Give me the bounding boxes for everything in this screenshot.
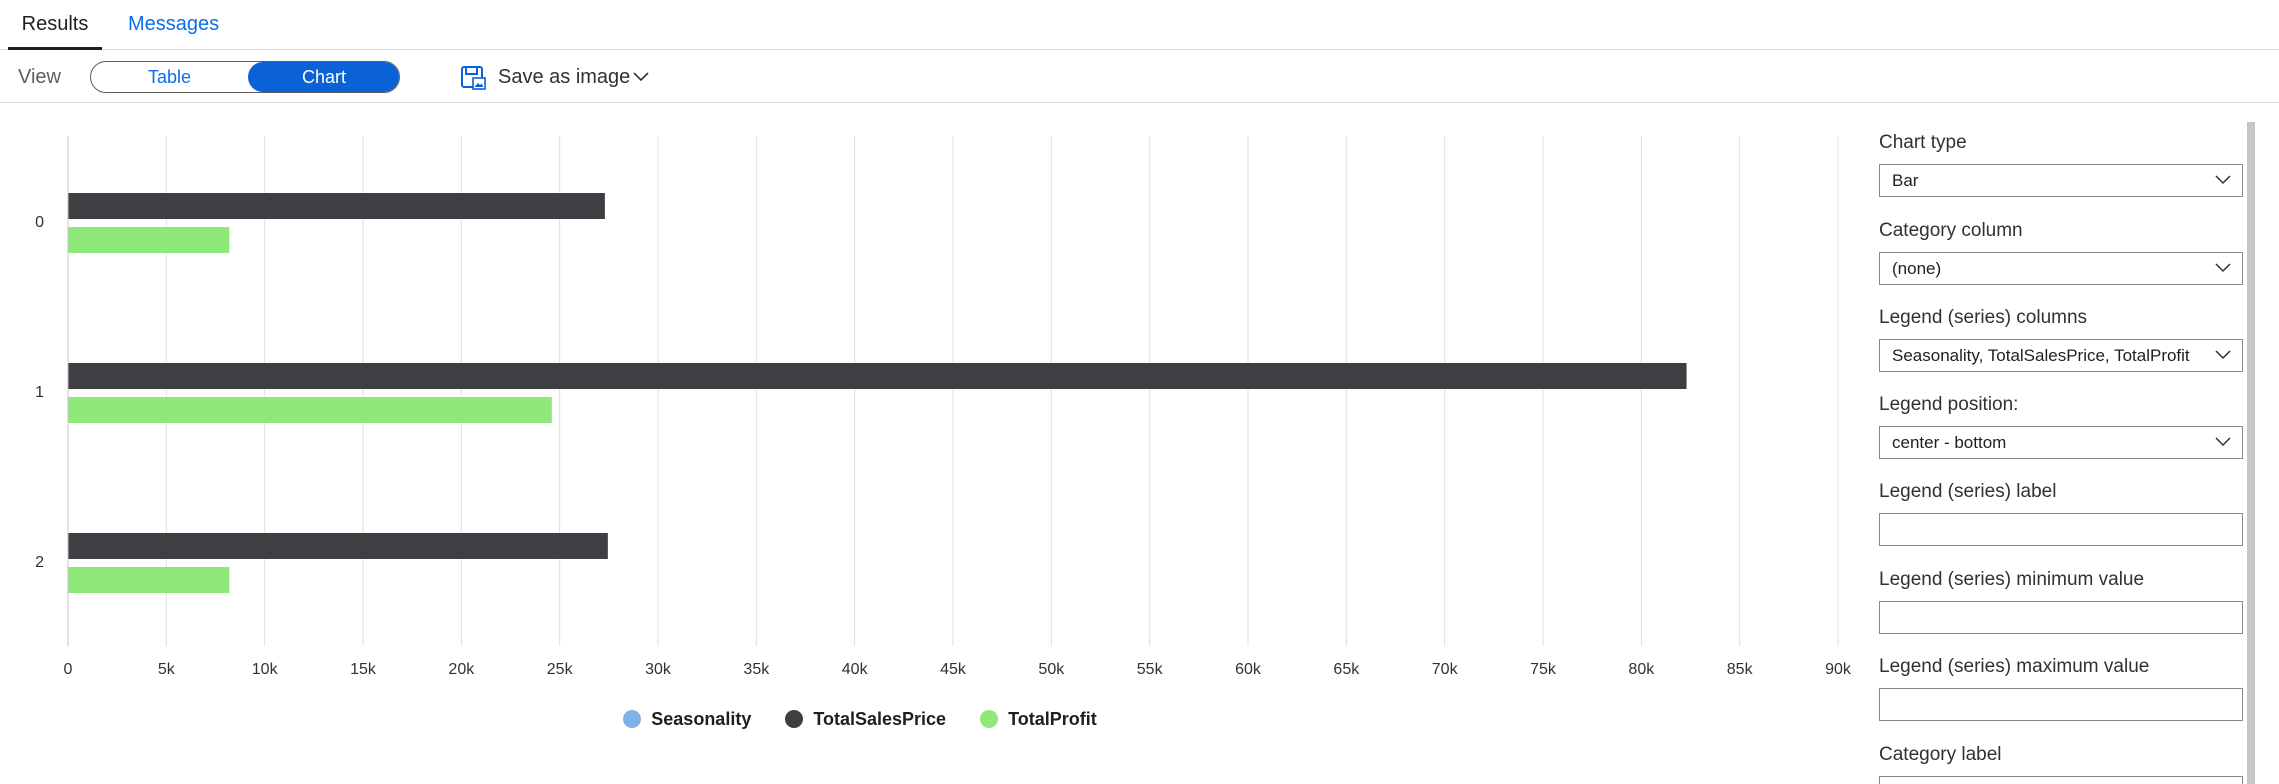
category-column-value: (none)	[1892, 259, 1942, 278]
chart-type-label: Chart type	[1879, 132, 1967, 153]
legend-position-value: center - bottom	[1892, 433, 2007, 452]
legend-label-label: Legend (series) label	[1879, 481, 2057, 502]
bar-total-profit[interactable]	[68, 397, 552, 423]
view-toolbar: View Table Chart Save as image	[0, 51, 2279, 103]
x-tick-label: 25k	[547, 661, 574, 678]
chevron-down-icon	[2215, 437, 2231, 447]
x-tick-label: 70k	[1432, 661, 1459, 678]
toggle-chart-button[interactable]: Chart	[248, 62, 399, 92]
x-tick-label: 65k	[1333, 661, 1360, 678]
bar-total-profit[interactable]	[68, 567, 230, 593]
results-tab-bar: Results Messages	[0, 0, 2279, 50]
x-tick-label: 40k	[842, 661, 869, 678]
category-label-input[interactable]	[1879, 776, 2243, 784]
legend-max-field: Legend (series) maximum value	[1879, 654, 2243, 721]
y-category-label: 2	[35, 554, 44, 571]
legend-position-dropdown[interactable]: center - bottom	[1879, 426, 2243, 459]
category-label-field: Category label	[1879, 742, 2243, 784]
chart-type-dropdown[interactable]: Bar	[1879, 164, 2243, 197]
x-tick-label: 90k	[1825, 661, 1852, 678]
view-label: View	[18, 66, 61, 88]
legend-columns-field: Legend (series) columns Seasonality, Tot…	[1879, 305, 2243, 372]
x-tick-label: 85k	[1727, 661, 1754, 678]
legend-label-input[interactable]	[1879, 513, 2243, 546]
chart-type-value: Bar	[1892, 171, 1919, 190]
legend-dot-total-profit	[980, 710, 999, 728]
x-tick-label: 35k	[743, 661, 770, 678]
tab-messages[interactable]: Messages	[128, 0, 219, 50]
legend-position-field: Legend position: center - bottom	[1879, 392, 2243, 459]
view-toggle: Table Chart	[90, 61, 400, 93]
tab-messages-label: Messages	[128, 13, 220, 35]
chevron-down-icon	[2215, 263, 2231, 273]
y-category-label: 1	[35, 384, 44, 401]
x-tick-label: 10k	[252, 661, 279, 678]
toggle-table-button[interactable]: Table	[147, 67, 192, 87]
chart-settings-panel: Chart type Bar Category column (none) Le…	[1870, 104, 2279, 784]
category-column-field: Category column (none)	[1879, 218, 2243, 285]
legend-label: Seasonality	[651, 708, 752, 729]
x-tick-label: 75k	[1530, 661, 1557, 678]
active-tab-indicator	[8, 47, 102, 50]
legend-item-seasonality[interactable]: Seasonality	[623, 709, 751, 730]
bar-total-sales-price[interactable]	[68, 363, 1687, 389]
save-as-image-label: Save as image	[498, 66, 631, 88]
bar-chart: 0 5k 10k 15k 20k 25k 30k 35k 40k 45k 50k 55k 60k 65k 7…	[35, 136, 1852, 678]
bar-total-sales-price[interactable]	[68, 533, 608, 559]
bar-total-sales-price[interactable]	[68, 193, 605, 219]
chart-legend: Seasonality TotalSalesPrice TotalProfit	[0, 704, 1860, 734]
save-as-image-button[interactable]: Save as image	[460, 61, 660, 93]
panel-scrollbar[interactable]	[2247, 122, 2255, 784]
category-column-label: Category column	[1879, 220, 2023, 241]
category-column-dropdown[interactable]: (none)	[1879, 252, 2243, 285]
x-tick-label: 20k	[448, 661, 475, 678]
legend-min-label: Legend (series) minimum value	[1879, 569, 2145, 590]
x-tick-label: 0	[64, 661, 73, 678]
y-category-label: 0	[35, 214, 44, 231]
legend-item-total-profit[interactable]: TotalProfit	[980, 709, 1097, 730]
legend-max-label: Legend (series) maximum value	[1879, 656, 2150, 677]
legend-dot-total-sales-price	[785, 710, 804, 728]
chart-axes: 0 5k 10k 15k 20k 25k 30k 35k 40k 45k 50k 55k 60k 65k 7…	[35, 136, 1852, 678]
chart-grid	[165, 136, 1839, 646]
tab-results[interactable]: Results	[8, 0, 102, 50]
x-tick-label: 60k	[1235, 661, 1262, 678]
legend-columns-label: Legend (series) columns	[1879, 307, 2088, 328]
chevron-down-icon	[2215, 175, 2231, 185]
save-image-icon	[461, 66, 486, 90]
legend-label: TotalSalesPrice	[813, 708, 947, 729]
chevron-down-icon	[2215, 350, 2231, 360]
x-tick-label: 55k	[1137, 661, 1164, 678]
chart-bars	[68, 193, 1687, 593]
bar-total-profit[interactable]	[68, 227, 230, 253]
chart-type-field: Chart type Bar	[1879, 130, 2243, 197]
x-tick-label: 15k	[350, 661, 377, 678]
legend-min-field: Legend (series) minimum value	[1879, 567, 2243, 634]
x-tick-label: 50k	[1038, 661, 1065, 678]
chevron-down-icon	[633, 72, 649, 82]
x-tick-label: 80k	[1628, 661, 1655, 678]
chart-area: 0 5k 10k 15k 20k 25k 30k 35k 40k 45k 50k 55k 60k 65k 7…	[0, 104, 1860, 784]
legend-columns-value: Seasonality, TotalSalesPrice, TotalProfi…	[1892, 346, 2190, 365]
legend-min-input[interactable]	[1879, 601, 2243, 634]
legend-label: TotalProfit	[1008, 708, 1097, 729]
x-tick-label: 30k	[645, 661, 672, 678]
legend-position-label: Legend position:	[1879, 394, 2019, 415]
x-tick-label: 5k	[158, 661, 176, 678]
legend-label-field: Legend (series) label	[1879, 479, 2243, 546]
x-tick-label: 45k	[940, 661, 967, 678]
legend-columns-dropdown[interactable]: Seasonality, TotalSalesPrice, TotalProfi…	[1879, 339, 2243, 372]
tab-results-label: Results	[21, 13, 89, 35]
legend-dot-seasonality	[623, 710, 642, 728]
legend-max-input[interactable]	[1879, 688, 2243, 721]
category-label-label: Category label	[1879, 744, 2002, 765]
legend-item-total-sales-price[interactable]: TotalSalesPrice	[785, 709, 946, 730]
